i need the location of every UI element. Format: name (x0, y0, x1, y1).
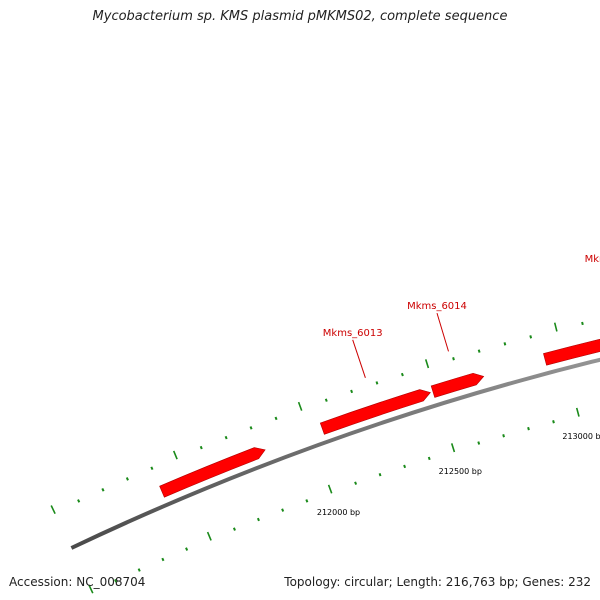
gene-arrow-mkms-6013[interactable] (319, 389, 431, 435)
minor-tick (249, 426, 253, 430)
gene-arrow-partial-0[interactable] (159, 447, 266, 498)
minor-tick (502, 434, 505, 438)
minor-tick (378, 472, 382, 477)
minor-tick (114, 578, 118, 583)
bp-scale-label: 213000 bp (562, 432, 600, 441)
gene-label-leader (352, 339, 366, 378)
plasmid-backbone (70, 357, 600, 550)
minor-tick (137, 568, 141, 572)
minor-tick (527, 426, 530, 431)
outer-tick-track (50, 321, 584, 515)
gene-label-layer: Mkms_6013Mkms_6014Mkms_6015Mkms_6016Mkms… (323, 254, 600, 378)
minor-tick (400, 372, 404, 377)
minor-tick (150, 466, 154, 471)
minor-tick (529, 335, 533, 339)
minor-tick (324, 398, 328, 402)
gene-arrow-mkms-6014[interactable] (430, 372, 485, 398)
major-tick (553, 322, 558, 332)
major-tick (575, 407, 580, 417)
inner-tick-track (88, 407, 580, 594)
gene-label-leader (436, 312, 449, 352)
major-tick (50, 505, 56, 515)
bp-scale-label: 212500 bp (439, 467, 482, 476)
bp-scale-label: 212000 bp (317, 508, 360, 517)
major-tick (297, 401, 303, 411)
major-tick (327, 484, 333, 494)
minor-tick (199, 445, 203, 450)
summary-text: Topology: circular; Length: 216,763 bp; … (284, 575, 591, 589)
minor-tick (305, 499, 309, 503)
gene-label: Mkms_6013 (323, 328, 383, 339)
minor-tick (77, 499, 81, 503)
accession-text: Accession: NC_008704 (9, 575, 146, 589)
minor-tick (125, 477, 129, 481)
gene-track (159, 315, 600, 498)
minor-tick (581, 321, 584, 326)
minor-tick (161, 557, 165, 562)
major-tick (206, 531, 212, 541)
minor-tick (427, 456, 431, 461)
minor-tick (185, 547, 189, 551)
gene-label: Mkms_6014 (407, 301, 467, 312)
map-title: Mycobacterium sp. KMS plasmid pMKMS02, c… (92, 9, 508, 24)
minor-tick (281, 508, 285, 512)
minor-tick (224, 435, 228, 440)
minor-tick (101, 487, 105, 492)
minor-tick (477, 441, 481, 445)
minor-tick (375, 381, 379, 385)
major-tick (450, 443, 456, 453)
minor-tick (256, 517, 260, 522)
minor-tick (452, 357, 455, 361)
major-tick (88, 584, 94, 594)
minor-tick (354, 481, 358, 485)
major-tick (172, 450, 178, 460)
gene-label: Mkms_6015 (585, 254, 600, 265)
minor-tick (477, 349, 481, 353)
major-tick (424, 359, 430, 369)
minor-tick (503, 342, 507, 346)
minor-tick (232, 527, 236, 531)
minor-tick (350, 389, 354, 394)
minor-tick (274, 416, 278, 421)
gene-arrow-mkms-6015[interactable] (543, 315, 600, 366)
minor-tick (403, 464, 407, 469)
minor-tick (552, 420, 555, 424)
